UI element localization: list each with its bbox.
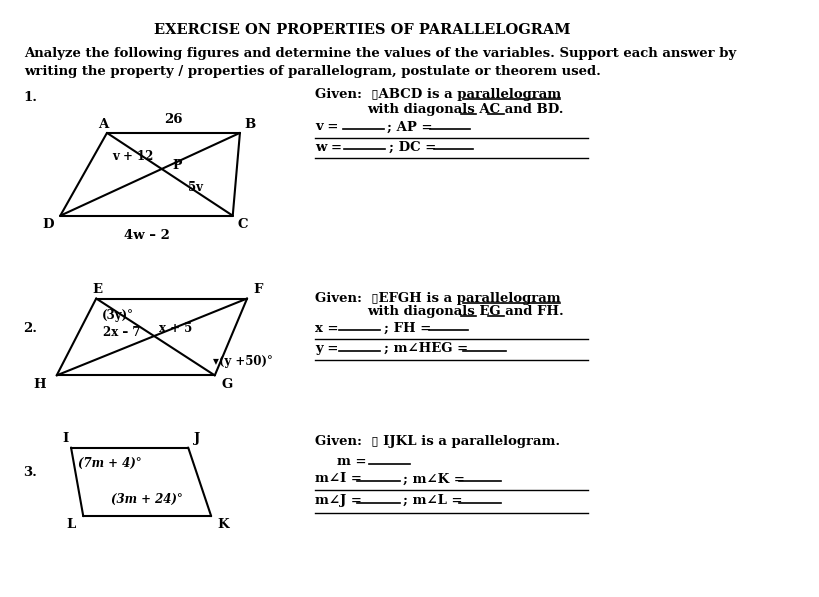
Text: m∠J =: m∠J = — [315, 494, 362, 507]
Text: with diagonals AC and BD.: with diagonals AC and BD. — [367, 103, 563, 116]
Text: (3m + 24)°: (3m + 24)° — [111, 493, 182, 506]
Text: 3.: 3. — [23, 466, 37, 479]
Text: E: E — [93, 282, 102, 296]
Text: D: D — [43, 217, 54, 230]
Text: ; m∠HEG =: ; m∠HEG = — [383, 342, 467, 355]
Text: I: I — [62, 432, 69, 445]
Text: ; AP =: ; AP = — [387, 121, 432, 134]
Text: EXERCISE ON PROPERTIES OF PARALLELOGRAM: EXERCISE ON PROPERTIES OF PARALLELOGRAM — [154, 23, 570, 38]
Text: 2x – 7: 2x – 7 — [103, 326, 140, 338]
Text: v + 12: v + 12 — [111, 150, 153, 163]
Text: v =: v = — [315, 121, 338, 134]
Text: G: G — [222, 378, 233, 392]
Text: Given:  ▯ABCD is a parallelogram: Given: ▯ABCD is a parallelogram — [315, 88, 561, 101]
Text: m =: m = — [337, 455, 366, 467]
Text: (3y)°: (3y)° — [102, 309, 133, 322]
Text: C: C — [238, 217, 248, 230]
Text: 2.: 2. — [23, 322, 37, 334]
Text: K: K — [217, 518, 229, 531]
Text: 1.: 1. — [23, 91, 37, 104]
Text: (7m + 4)°: (7m + 4)° — [78, 457, 142, 470]
Text: 5v: 5v — [188, 181, 202, 194]
Text: ▾(y +50)°: ▾(y +50)° — [213, 355, 273, 368]
Text: H: H — [33, 378, 46, 392]
Text: with diagonals EG and FH.: with diagonals EG and FH. — [367, 305, 563, 318]
Text: Analyze the following figures and determine the values of the variables. Support: Analyze the following figures and determ… — [25, 47, 735, 60]
Text: 26: 26 — [164, 113, 183, 126]
Text: writing the property / properties of parallelogram, postulate or theorem used.: writing the property / properties of par… — [25, 65, 600, 78]
Text: x =: x = — [315, 322, 338, 334]
Text: J: J — [194, 432, 200, 445]
Text: m∠I =: m∠I = — [315, 472, 362, 485]
Text: F: F — [252, 282, 262, 296]
Text: 4w – 2: 4w – 2 — [124, 229, 170, 242]
Text: ; m∠L =: ; m∠L = — [403, 494, 462, 507]
Text: A: A — [98, 118, 108, 131]
Text: Given:  ▯EFGH is a parallelogram: Given: ▯EFGH is a parallelogram — [315, 292, 560, 305]
Text: Given:  ▯ IJKL is a parallelogram.: Given: ▯ IJKL is a parallelogram. — [315, 435, 560, 448]
Text: ; DC =: ; DC = — [388, 140, 436, 153]
Text: P: P — [172, 159, 181, 172]
Text: ; FH =: ; FH = — [383, 322, 430, 334]
Text: B: B — [244, 118, 256, 131]
Text: x + 5: x + 5 — [159, 322, 192, 335]
Text: ; m∠K =: ; m∠K = — [403, 472, 464, 485]
Text: y =: y = — [315, 342, 338, 355]
Text: L: L — [66, 518, 75, 531]
Text: w =: w = — [315, 140, 342, 153]
